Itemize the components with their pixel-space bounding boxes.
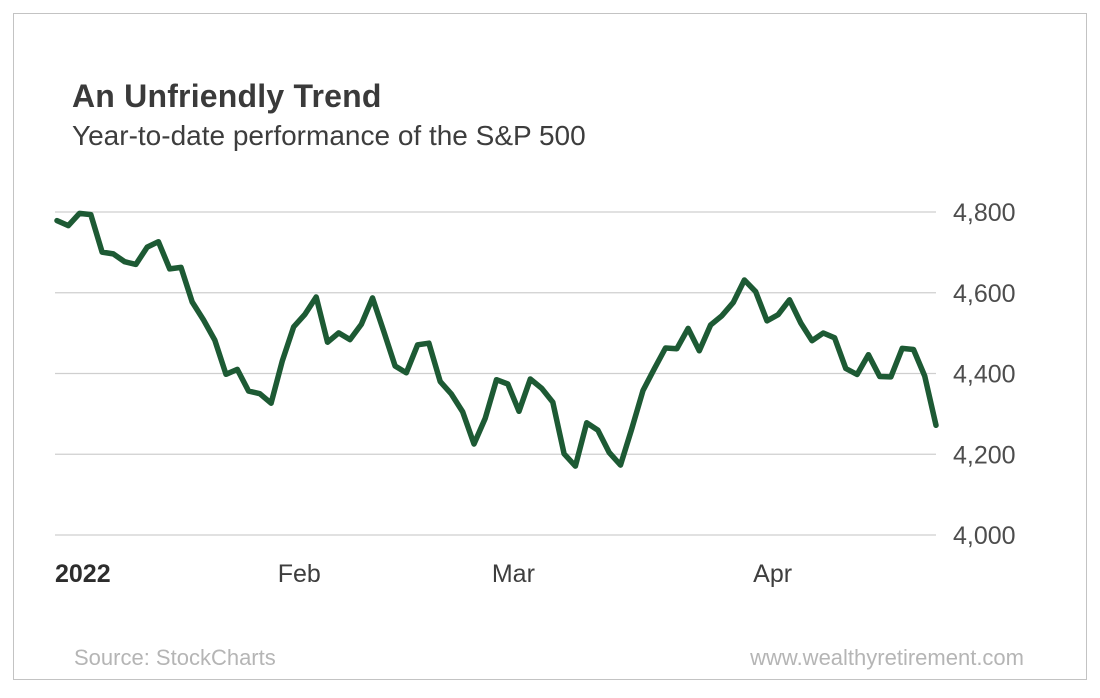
chart-title: An Unfriendly Trend bbox=[72, 78, 382, 114]
chart-subtitle: Year-to-date performance of the S&P 500 bbox=[72, 119, 586, 151]
chart-header: An Unfriendly Trend Year-to-date perform… bbox=[72, 78, 586, 152]
chart-footer: Source: StockCharts www.wealthyretiremen… bbox=[74, 645, 1024, 671]
chart-card: An Unfriendly Trend Year-to-date perform… bbox=[13, 13, 1087, 680]
source-credit: Source: StockCharts bbox=[74, 645, 276, 670]
website-credit: www.wealthyretirement.com bbox=[750, 645, 1024, 670]
